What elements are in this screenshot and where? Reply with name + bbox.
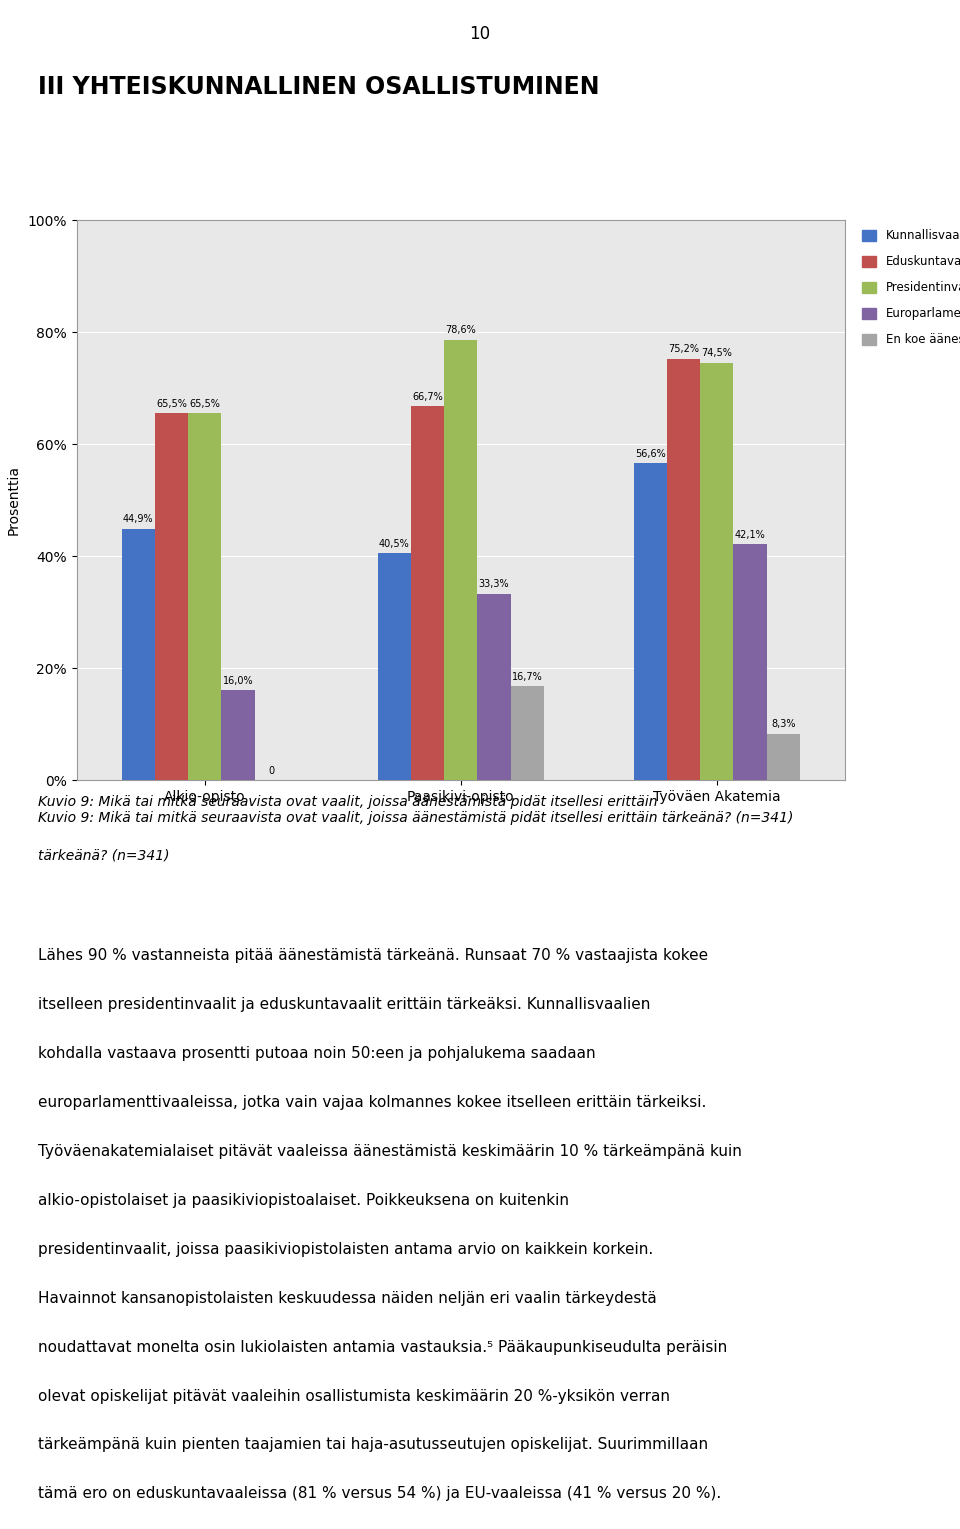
Text: presidentinvaalit, joissa paasikiviopistolaisten antama arvio on kaikkein korkei: presidentinvaalit, joissa paasikiviopist… <box>38 1242 654 1257</box>
Text: 10: 10 <box>469 24 491 43</box>
Bar <box>477 593 511 780</box>
Bar <box>155 413 188 780</box>
Text: 74,5%: 74,5% <box>702 349 732 358</box>
Bar <box>667 359 700 780</box>
Text: 56,6%: 56,6% <box>635 448 665 459</box>
Bar <box>444 339 477 780</box>
Bar <box>700 362 733 780</box>
Text: tärkeämpänä kuin pienten taajamien tai haja-asutusseutujen opiskelijat. Suurimmi: tärkeämpänä kuin pienten taajamien tai h… <box>38 1437 708 1453</box>
Text: 0: 0 <box>268 766 275 775</box>
Text: Kuvio 9: Mikä tai mitkä seuraavista ovat vaalit, joissa äänestämistä pidät itsel: Kuvio 9: Mikä tai mitkä seuraavista ovat… <box>38 795 658 809</box>
Bar <box>767 734 800 780</box>
Bar <box>733 544 767 780</box>
Text: tämä ero on eduskuntavaaleissa (81 % versus 54 %) ja EU-vaaleissa (41 % versus 2: tämä ero on eduskuntavaaleissa (81 % ver… <box>38 1486 722 1501</box>
Text: 16,0%: 16,0% <box>223 676 253 687</box>
Text: Lähes 90 % vastanneista pitää äänestämistä tärkeänä. Runsaat 70 % vastaajista ko: Lähes 90 % vastanneista pitää äänestämis… <box>38 948 708 963</box>
Bar <box>411 407 444 780</box>
Text: itselleen presidentinvaalit ja eduskuntavaalit erittäin tärkeäksi. Kunnallisvaal: itselleen presidentinvaalit ja eduskunta… <box>38 997 651 1012</box>
Text: 42,1%: 42,1% <box>734 529 765 540</box>
Text: 78,6%: 78,6% <box>445 326 476 335</box>
Text: 65,5%: 65,5% <box>156 399 187 408</box>
Text: 40,5%: 40,5% <box>379 538 410 549</box>
Text: 65,5%: 65,5% <box>189 399 220 408</box>
Text: Havainnot kansanopistolaisten keskuudessa näiden neljän eri vaalin tärkeydestä: Havainnot kansanopistolaisten keskuudess… <box>38 1290 658 1306</box>
Text: 8,3%: 8,3% <box>771 719 796 729</box>
Text: 33,3%: 33,3% <box>479 579 510 589</box>
Text: kohdalla vastaava prosentti putoaa noin 50:een ja pohjalukema saadaan: kohdalla vastaava prosentti putoaa noin … <box>38 1046 596 1061</box>
Bar <box>188 413 222 780</box>
Y-axis label: Prosenttia: Prosenttia <box>7 465 20 535</box>
Bar <box>511 687 544 780</box>
Text: 44,9%: 44,9% <box>123 514 154 524</box>
Text: Kuvio 9: Mikä tai mitkä seuraavista ovat vaalit, joissa äänestämistä pidät itsel: Kuvio 9: Mikä tai mitkä seuraavista ovat… <box>38 810 794 824</box>
Text: noudattavat monelta osin lukiolaisten antamia vastauksia.⁵ Pääkaupunkiseudulta p: noudattavat monelta osin lukiolaisten an… <box>38 1339 728 1355</box>
Text: 75,2%: 75,2% <box>668 344 699 355</box>
Text: 16,7%: 16,7% <box>512 673 542 682</box>
Bar <box>122 529 155 780</box>
Text: olevat opiskelijat pitävät vaaleihin osallistumista keskimäärin 20 %-yksikön ver: olevat opiskelijat pitävät vaaleihin osa… <box>38 1388 670 1404</box>
Legend: Kunnallisvaalit, Eduskuntavaalit, Presidentinvaalit, Europarlamenttivaalit, En k: Kunnallisvaalit, Eduskuntavaalit, Presid… <box>858 226 960 350</box>
Text: alkio-opistolaiset ja paasikiviopistoalaiset. Poikkeuksena on kuitenkin: alkio-opistolaiset ja paasikiviopistoala… <box>38 1193 569 1208</box>
Bar <box>634 463 667 780</box>
Text: III YHTEISKUNNALLINEN OSALLISTUMINEN: III YHTEISKUNNALLINEN OSALLISTUMINEN <box>38 75 600 99</box>
Text: Työväenakatemialaiset pitävät vaaleissa äänestämistä keskimäärin 10 % tärkeämpän: Työväenakatemialaiset pitävät vaaleissa … <box>38 1144 742 1159</box>
Text: 66,7%: 66,7% <box>412 391 443 402</box>
Bar <box>377 553 411 780</box>
Text: tärkeänä? (n=341): tärkeänä? (n=341) <box>38 849 170 862</box>
Bar <box>222 691 254 780</box>
Text: europarlamenttivaaleissa, jotka vain vajaa kolmannes kokee itselleen erittäin tä: europarlamenttivaaleissa, jotka vain vaj… <box>38 1095 707 1110</box>
